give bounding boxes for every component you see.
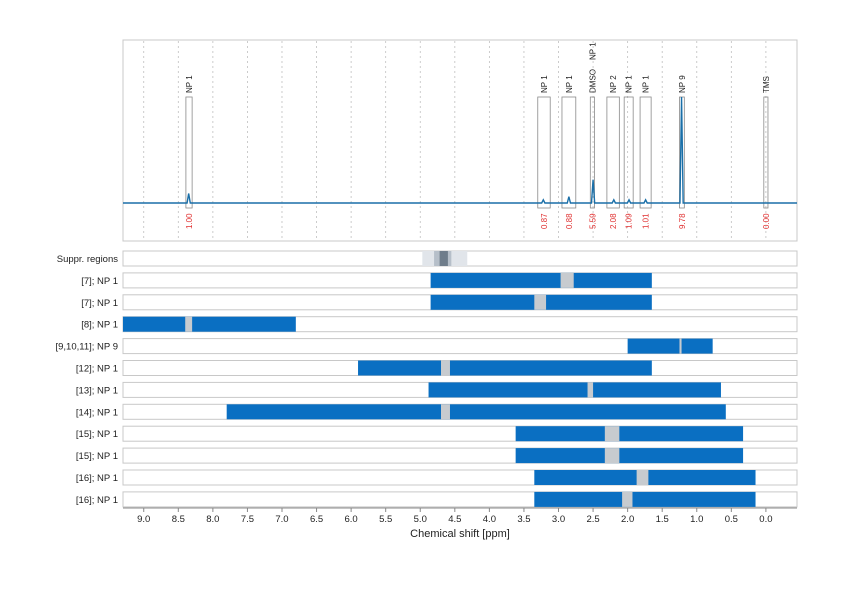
range-bar bbox=[515, 426, 744, 442]
integral-value: 2.08 bbox=[609, 213, 618, 229]
peak-box bbox=[561, 96, 577, 209]
range-gap bbox=[534, 294, 547, 310]
range-gap bbox=[679, 338, 682, 354]
range-bar bbox=[515, 448, 744, 464]
x-tick-label: 7.0 bbox=[275, 514, 288, 525]
assignment-rows: Suppr. regions [7]; NP 1 [7]; NP 1 [8]; NP … bbox=[56, 250, 798, 508]
range-bar bbox=[534, 491, 756, 507]
range-bar bbox=[358, 360, 652, 376]
integral-value: 9.78 bbox=[678, 213, 687, 229]
x-tick-label: 8.5 bbox=[172, 514, 185, 525]
peak-box bbox=[537, 96, 551, 209]
range-gap bbox=[636, 470, 649, 485]
peak-label-extra: NP 1 bbox=[588, 42, 597, 60]
peak-label: NP 2 bbox=[609, 75, 618, 93]
x-tick-label: 2.5 bbox=[586, 514, 599, 525]
x-tick-label: 7.5 bbox=[241, 514, 254, 525]
row-label: [14]; NP 1 bbox=[76, 407, 118, 418]
range-gap bbox=[604, 426, 620, 442]
spectrum-gridlines bbox=[143, 41, 767, 240]
spectrum-line bbox=[123, 96, 797, 204]
x-tick-label: 6.5 bbox=[310, 514, 323, 525]
row-label: [12]; NP 1 bbox=[76, 364, 118, 375]
row-label: [16]; NP 1 bbox=[76, 473, 118, 484]
integral-value: 1.01 bbox=[642, 213, 651, 229]
row-label: [15]; NP 1 bbox=[76, 451, 118, 462]
peak-box bbox=[185, 96, 193, 209]
range-gap bbox=[587, 382, 594, 398]
range-gap bbox=[440, 404, 450, 420]
range-bar bbox=[430, 272, 652, 288]
range-gap bbox=[440, 360, 450, 376]
suppressed-inner bbox=[439, 251, 448, 266]
peak-label: NP 1 bbox=[540, 75, 549, 93]
peak-label: NP 1 bbox=[185, 75, 194, 93]
x-tick-label: 3.0 bbox=[552, 514, 565, 525]
peak-label: NP 1 bbox=[642, 75, 651, 93]
spectrum-panel bbox=[122, 39, 798, 242]
row-label: Suppr. regions bbox=[57, 254, 119, 265]
integral-value: 0.87 bbox=[540, 213, 549, 229]
x-tick-label: 3.5 bbox=[517, 514, 530, 525]
x-tick-label: 6.0 bbox=[345, 514, 358, 525]
x-tick-label: 8.0 bbox=[206, 514, 219, 525]
peak-label: NP 1 bbox=[565, 75, 574, 93]
x-tick-label: 9.0 bbox=[137, 514, 150, 525]
peak-box bbox=[763, 96, 769, 209]
row-label: [16]; NP 1 bbox=[76, 495, 118, 506]
peak-box bbox=[606, 96, 620, 209]
range-gap bbox=[185, 316, 193, 332]
x-axis-title: Chemical shift [ppm] bbox=[410, 528, 510, 540]
range-bar bbox=[428, 382, 721, 398]
x-tick-label: 4.0 bbox=[483, 514, 496, 525]
x-tick-label: 0.0 bbox=[759, 514, 772, 525]
peak-label: NP 9 bbox=[678, 75, 687, 93]
range-bar bbox=[627, 338, 713, 354]
range-bar bbox=[123, 316, 296, 332]
row-label: [15]; NP 1 bbox=[76, 429, 118, 440]
peak-boxes: NP 1 1.00 NP 1 0.87 NP 1 0.88 DMSO NP 1 5.59 NP 2… bbox=[185, 42, 771, 229]
row-label: [8]; NP 1 bbox=[81, 320, 118, 331]
x-tick-label: 1.5 bbox=[656, 514, 669, 525]
x-tick-label: 5.0 bbox=[414, 514, 427, 525]
integral-value: 1.00 bbox=[185, 213, 194, 229]
integral-value: 5.59 bbox=[588, 213, 597, 229]
peak-box bbox=[589, 96, 595, 209]
row-label: [7]; NP 1 bbox=[81, 276, 118, 287]
peak-label: NP 1 bbox=[625, 75, 634, 93]
peak-box bbox=[623, 96, 634, 209]
range-gap bbox=[604, 448, 620, 464]
x-axis: 9.0 8.5 8.0 7.5 7.0 6.5 6.0 5.5 5.0 4.5 4.0 3.5 3.0 2… bbox=[123, 507, 797, 525]
integral-value: 0.00 bbox=[762, 213, 771, 229]
row-label: [7]; NP 1 bbox=[81, 298, 118, 309]
row-label: [9,10,11]; NP 9 bbox=[56, 342, 119, 353]
x-tick-label: 5.5 bbox=[379, 514, 392, 525]
x-tick-label: 0.5 bbox=[725, 514, 738, 525]
integral-value: 1.09 bbox=[625, 213, 634, 229]
range-gap bbox=[622, 491, 633, 507]
x-tick-label: 1.0 bbox=[690, 514, 703, 525]
x-tick-label: 4.5 bbox=[448, 514, 461, 525]
integral-value: 0.88 bbox=[565, 213, 574, 229]
peak-label: DMSO bbox=[588, 69, 597, 93]
range-gap bbox=[560, 272, 574, 288]
peak-box bbox=[639, 96, 652, 209]
peak-label: TMS bbox=[762, 76, 771, 93]
range-bar bbox=[226, 404, 726, 420]
x-tick-label: 2.0 bbox=[621, 514, 634, 525]
row-label: [13]; NP 1 bbox=[76, 385, 118, 396]
